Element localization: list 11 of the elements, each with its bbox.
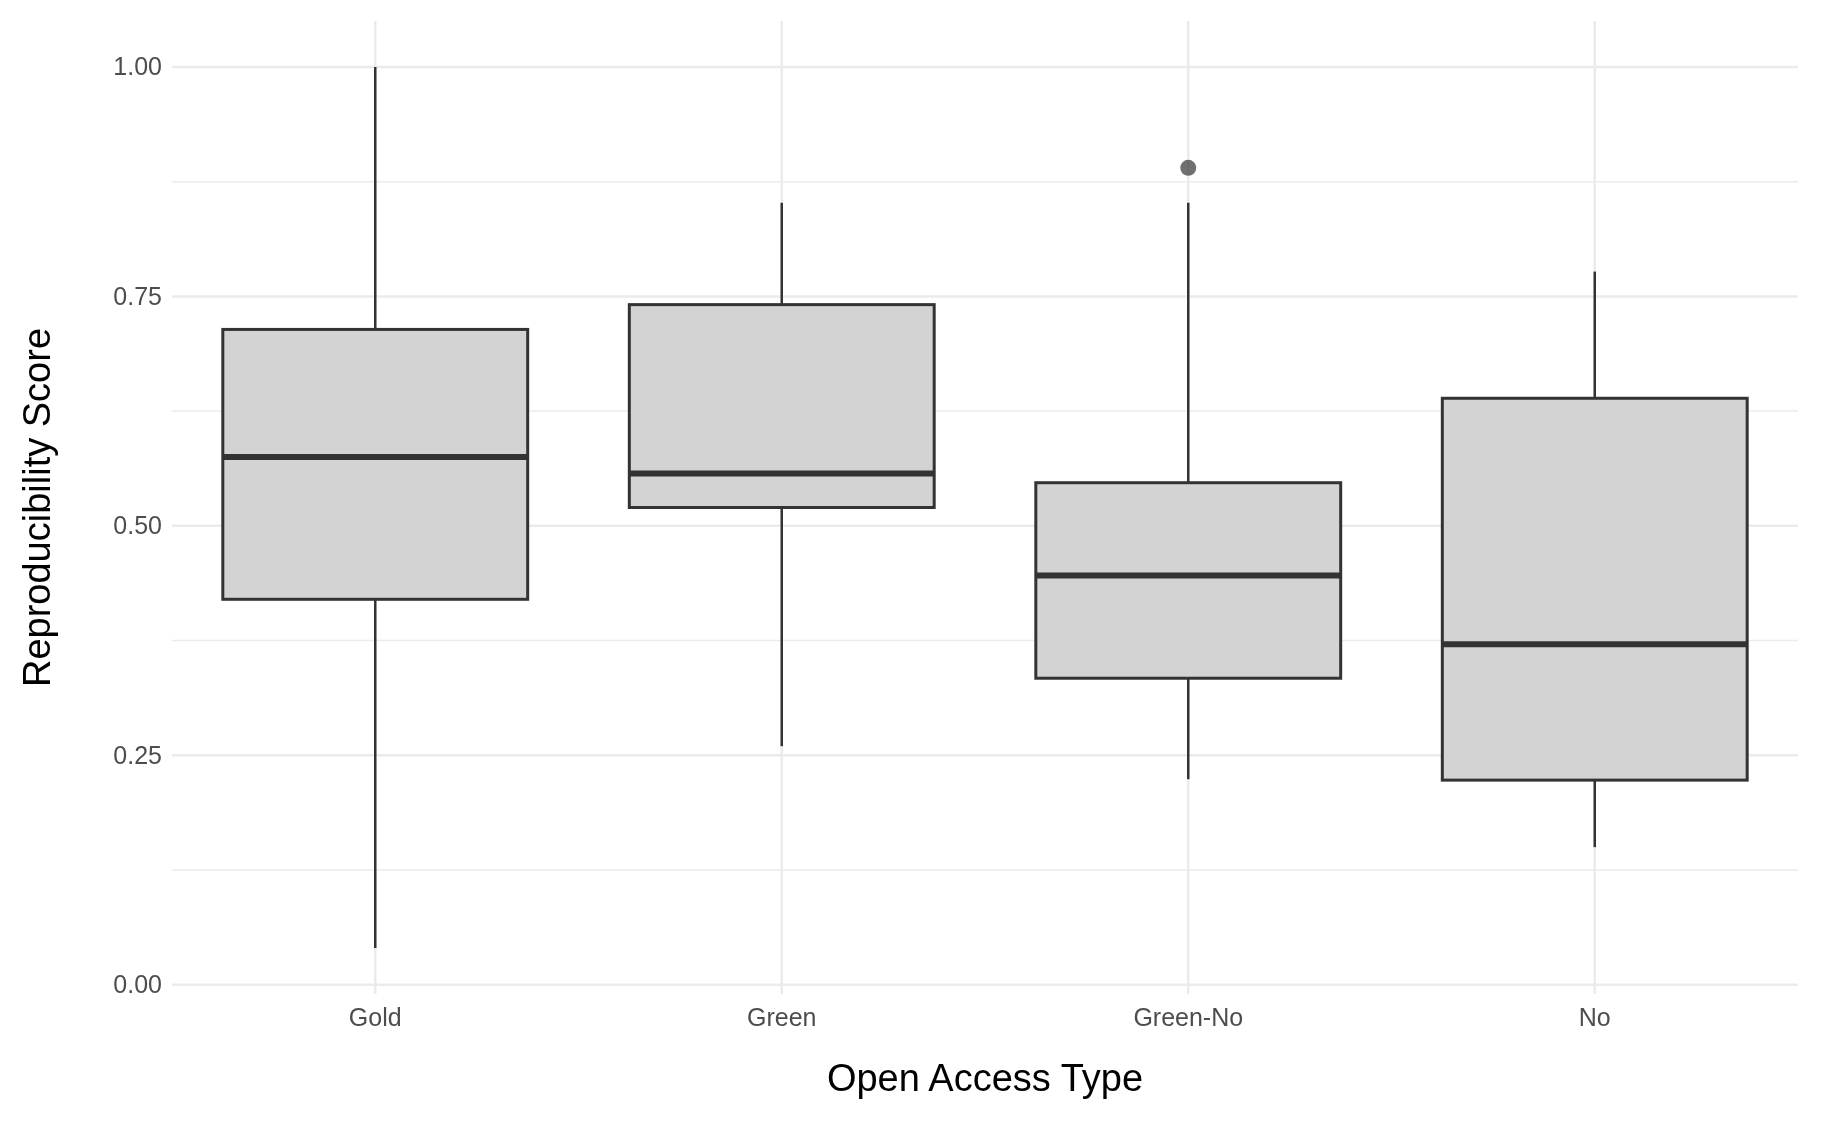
- y-tick-label: 0.00: [113, 970, 162, 999]
- y-tick-label: 0.50: [113, 511, 162, 540]
- x-tick-label: Green-No: [1133, 1002, 1244, 1031]
- y-tick-label: 0.75: [113, 281, 162, 310]
- x-axis-title: Open Access Type: [826, 1057, 1144, 1099]
- y-tick-label: 0.25: [113, 740, 162, 769]
- y-axis-title: Reproducibility Score: [16, 327, 58, 688]
- x-tick-label: Gold: [348, 1002, 402, 1031]
- y-tick-label: 1.00: [113, 52, 162, 81]
- x-tick-label: Green: [747, 1002, 817, 1031]
- x-tick-label: No: [1578, 1002, 1611, 1031]
